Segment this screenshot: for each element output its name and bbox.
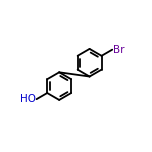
Text: HO: HO <box>20 94 36 104</box>
Text: Br: Br <box>113 45 124 55</box>
